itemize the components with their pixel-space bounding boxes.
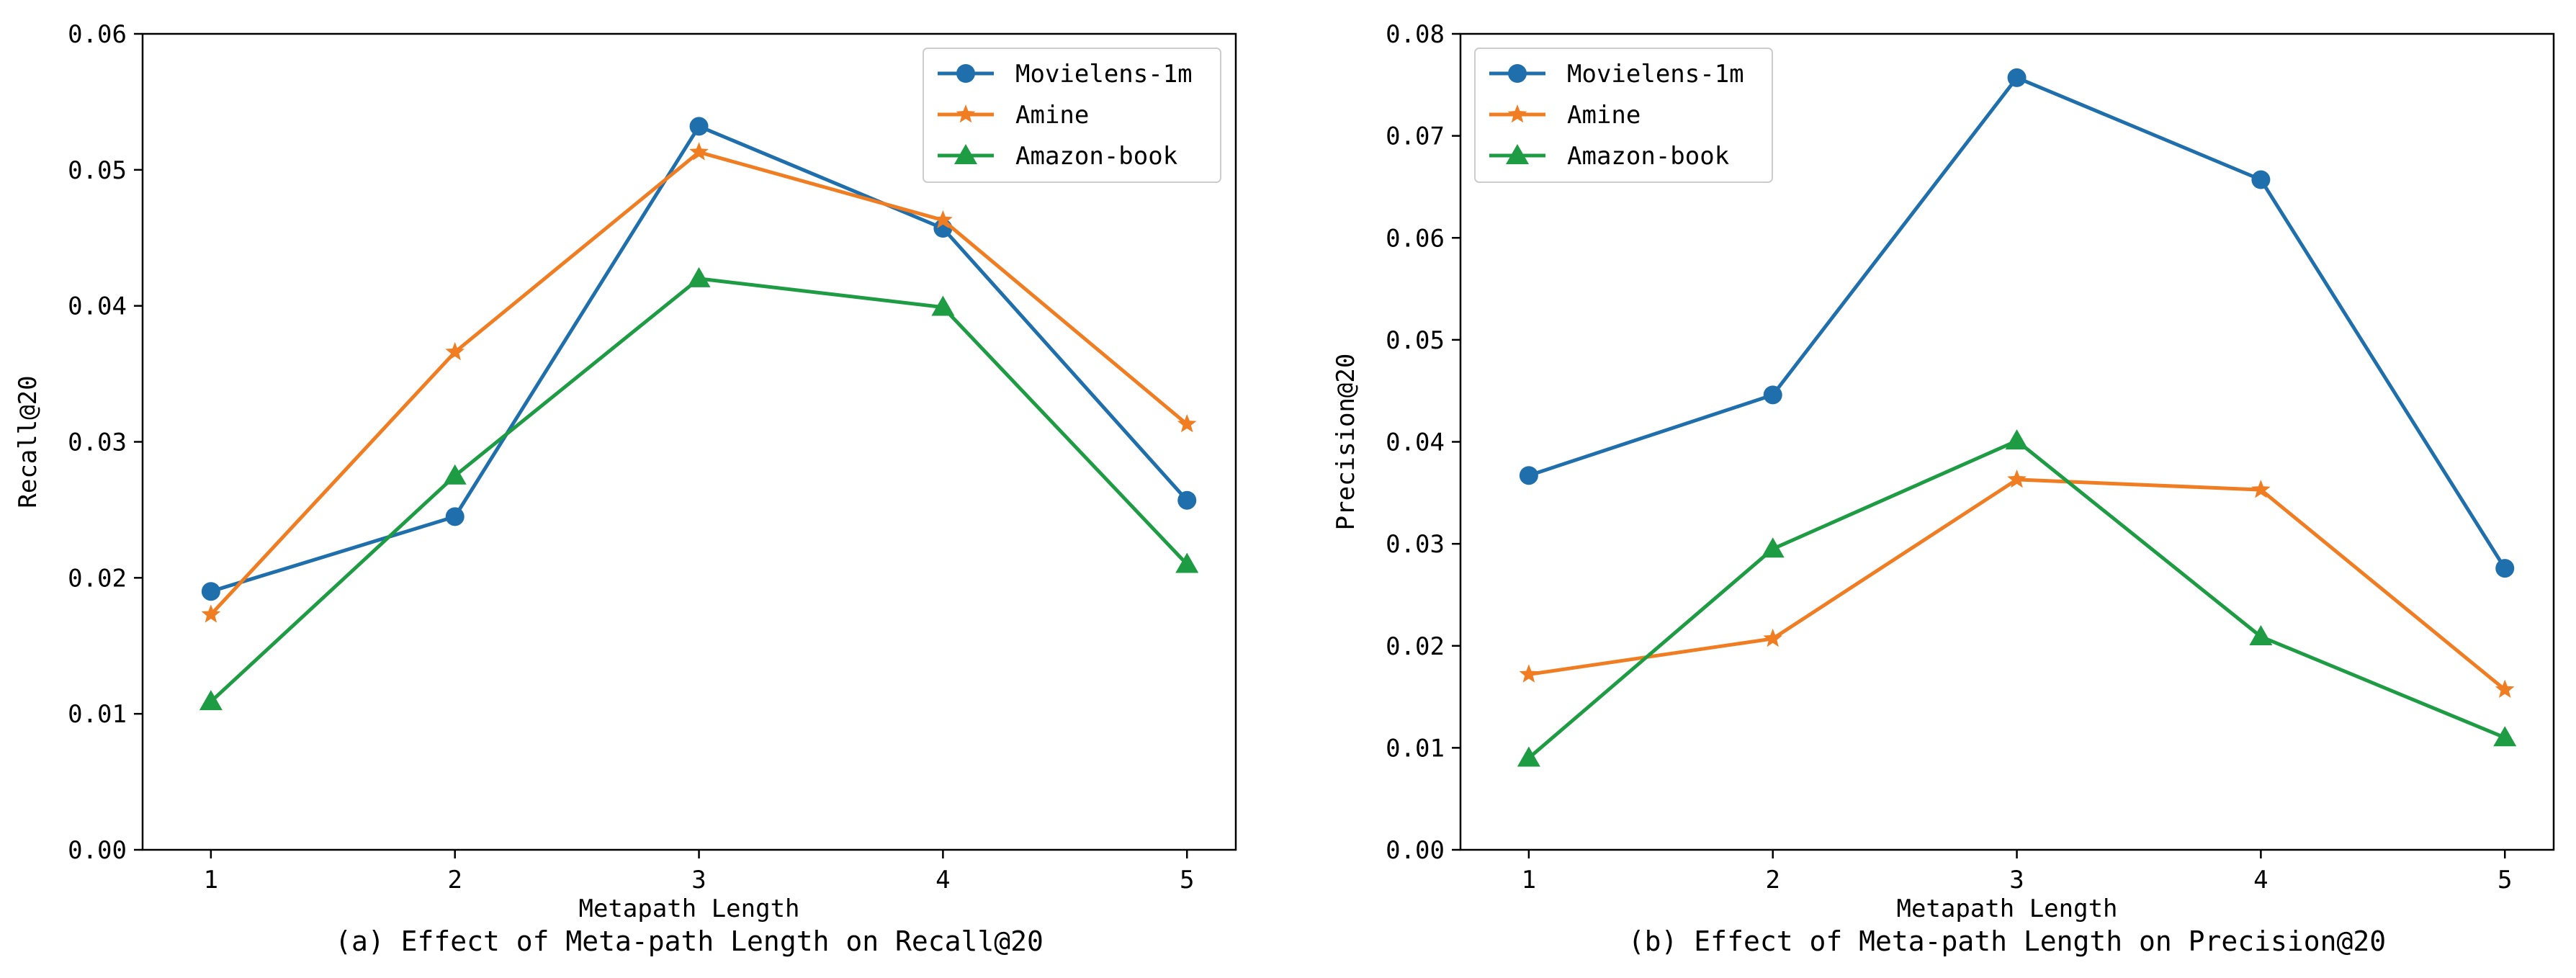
y-tick-label: 0.08 [1386, 20, 1445, 49]
chart-caption: (a) Effect of Meta-path Length on Recall… [335, 925, 1044, 957]
x-tick-label: 3 [2009, 866, 2024, 894]
data-point [445, 341, 465, 361]
series-line [210, 124, 1189, 593]
series-amine [1519, 469, 2515, 698]
x-tick-label: 2 [1765, 866, 1780, 894]
y-tick-label: 0.06 [1386, 224, 1445, 253]
data-point [1519, 664, 1539, 683]
data-point [931, 295, 955, 316]
y-tick-label: 0.04 [1386, 429, 1445, 457]
y-tick-label: 0.02 [68, 564, 127, 593]
data-point [199, 690, 223, 711]
chart-recall: 0.00 0.01 0.02 0.03 0.04 0.05 0.06 1 2 3 4 5 Metapat… [14, 20, 1237, 957]
data-point [2495, 559, 2515, 578]
chart-precision: 0.00 0.01 0.02 0.03 0.04 0.05 0.06 0.07 0.08 1 2 3 4… [1332, 20, 2555, 957]
legend-label: Movielens-1m [1015, 60, 1193, 89]
legend-box [1474, 48, 1773, 183]
y-tick-label: 0.02 [1386, 632, 1445, 661]
series-movielens-1m [201, 117, 1197, 601]
data-point [2493, 726, 2517, 747]
data-point [1177, 414, 1197, 433]
data-point [1763, 628, 1782, 647]
data-point [2007, 68, 2027, 87]
data-point [2249, 625, 2273, 646]
legend-marker [956, 104, 976, 123]
legend-label: Movielens-1m [1567, 60, 1744, 89]
series-line [1528, 477, 2506, 691]
x-tick-label: 3 [691, 866, 706, 894]
y-tick-label: 0.03 [68, 429, 127, 457]
y-tick-label: 0.05 [68, 156, 127, 185]
legend-box [923, 48, 1221, 183]
data-point [201, 604, 221, 623]
series-movielens-1m [1519, 68, 2515, 578]
legend: Movielens-1m Amine Amazon-book [1474, 48, 1773, 183]
data-point [1519, 466, 1538, 485]
x-axis-label: Metapath Length [1896, 894, 2117, 923]
legend-marker [954, 144, 977, 164]
legend-label: Amine [1015, 101, 1089, 130]
data-point [933, 210, 953, 228]
x-axis-label: Metapath Length [578, 894, 799, 923]
legend-label: Amine [1567, 101, 1641, 130]
x-tick-label: 4 [2253, 866, 2268, 894]
series-amazon-book [199, 266, 1199, 711]
data-point [2495, 679, 2515, 698]
data-point [2251, 480, 2271, 498]
y-axis-label: Precision@20 [1332, 354, 1360, 531]
data-point [445, 507, 465, 526]
chart-caption: (b) Effect of Meta-path Length on Precis… [1628, 925, 2386, 957]
y-tick-label: 0.00 [1386, 836, 1445, 865]
data-point [1761, 537, 1785, 558]
data-point [1517, 746, 1540, 767]
legend-marker [1506, 144, 1529, 164]
data-point [2251, 170, 2271, 189]
data-point [1177, 490, 1197, 510]
data-point [1175, 552, 1199, 573]
series-line [210, 277, 1189, 704]
x-tick-label: 1 [1522, 866, 1536, 894]
legend-marker [1508, 64, 1527, 83]
y-tick-label: 0.01 [1386, 734, 1445, 763]
y-axis-label: Recall@20 [14, 375, 42, 508]
legend-label: Amazon-book [1567, 142, 1729, 171]
data-point [689, 117, 709, 136]
data-point [689, 142, 709, 161]
legend: Movielens-1m Amine Amazon-book [923, 48, 1221, 183]
series-amazon-book [1517, 429, 2517, 767]
legend-label: Amazon-book [1015, 142, 1177, 171]
data-point [2005, 429, 2029, 450]
y-tick-label: 0.07 [1386, 122, 1445, 151]
y-tick-label: 0.06 [68, 20, 127, 49]
data-point [201, 582, 220, 601]
legend-marker [1507, 104, 1527, 123]
series-amine [201, 142, 1197, 623]
y-tick-label: 0.05 [1386, 326, 1445, 355]
data-point [2007, 469, 2027, 488]
x-tick-label: 5 [2498, 866, 2512, 894]
y-tick-label: 0.03 [1386, 530, 1445, 559]
x-tick-label: 4 [935, 866, 950, 894]
data-point [687, 266, 711, 287]
series-line [1527, 439, 2506, 760]
y-tick-label: 0.01 [68, 700, 127, 729]
x-tick-label: 1 [204, 866, 218, 894]
x-tick-label: 5 [1180, 866, 1194, 894]
legend-marker [956, 64, 975, 83]
data-point [1763, 385, 1782, 405]
y-tick-label: 0.04 [68, 292, 127, 321]
data-point [443, 464, 467, 485]
y-tick-label: 0.00 [68, 836, 127, 865]
x-tick-label: 2 [447, 866, 462, 894]
